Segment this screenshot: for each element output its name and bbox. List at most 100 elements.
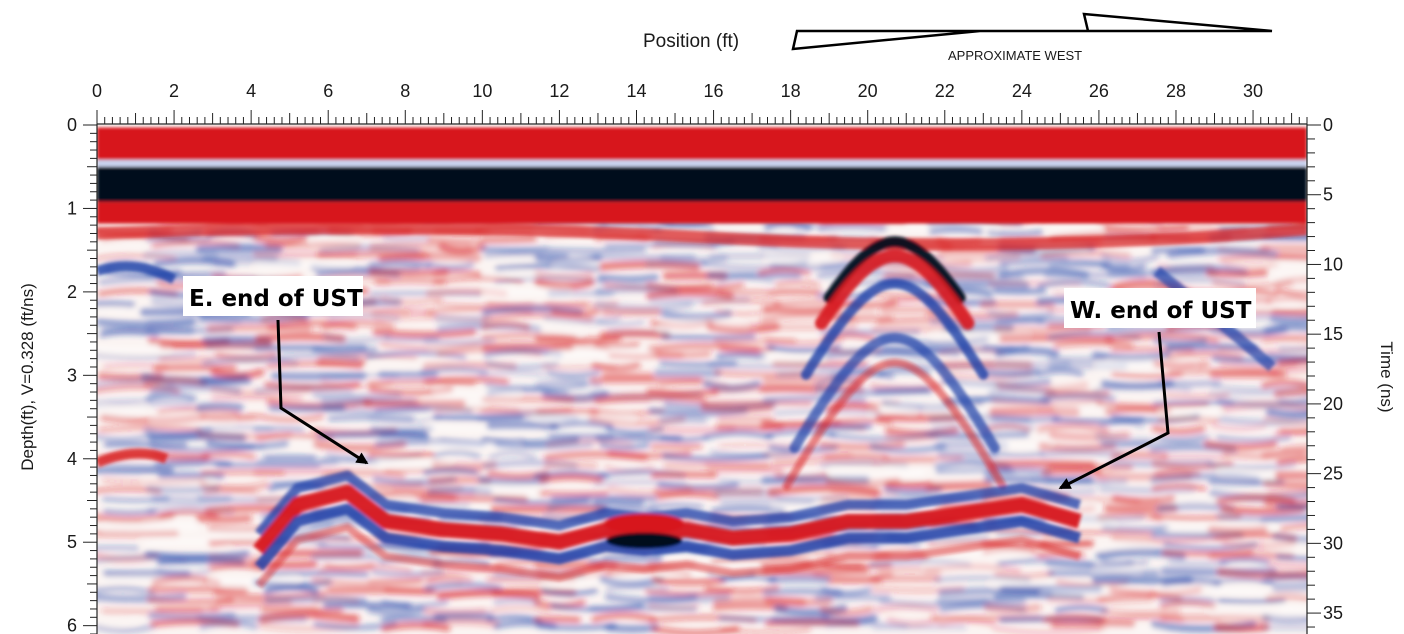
background-reflection (830, 489, 900, 495)
time-tick-label: 30 (1323, 533, 1343, 553)
background-reflection (651, 350, 712, 359)
position-tick-label: 14 (626, 81, 646, 101)
background-reflection (1048, 227, 1103, 234)
background-reflection (651, 240, 715, 250)
time-axis-title: Time (ns) (1377, 341, 1396, 412)
background-reflection (156, 557, 246, 566)
background-reflection (599, 329, 671, 340)
background-reflection (717, 275, 775, 285)
background-reflection (97, 405, 148, 416)
background-reflection (1272, 532, 1307, 544)
background-reflection (419, 365, 489, 376)
background-reflection (319, 457, 379, 464)
background-reflection (1275, 554, 1307, 562)
background-reflection (1271, 308, 1307, 317)
background-reflection (989, 451, 1045, 457)
depth-tick-label: 6 (67, 616, 77, 634)
edge-reflection (97, 261, 177, 284)
background-reflection (97, 545, 140, 551)
radargram-image (97, 125, 1307, 634)
background-reflection (97, 529, 180, 538)
background-reflection (1159, 379, 1222, 388)
position-tick-label: 12 (549, 81, 569, 101)
time-tick-label: 5 (1323, 185, 1333, 205)
background-reflection (1149, 472, 1261, 484)
background-reflection (493, 496, 591, 506)
background-reflection (995, 531, 1043, 537)
time-tick-label: 20 (1323, 394, 1343, 414)
ust-multiple (255, 523, 1081, 589)
background-reflection (990, 414, 1061, 423)
background-reflection (534, 615, 582, 624)
background-reflection (647, 593, 731, 603)
background-reflection (1261, 378, 1307, 389)
position-tick-label: 10 (472, 81, 492, 101)
background-reflection (1263, 323, 1307, 335)
west-direction-arrow-icon (791, 12, 1273, 51)
background-reflection (941, 383, 996, 393)
background-reflection (594, 392, 706, 405)
background-reflection (483, 251, 569, 259)
ust-bright-spot-core (606, 532, 683, 549)
background-reflection (552, 259, 598, 268)
background-reflection (719, 498, 815, 505)
background-reflection (477, 475, 550, 487)
background-reflection (320, 318, 396, 331)
position-axis-ticks: 0 2 4 6 8 10 12 14 16 18 20 22 24 26 28 30 (92, 81, 1308, 124)
background-reflection (1100, 441, 1151, 447)
background-reflection (657, 482, 740, 490)
background-reflection (486, 421, 559, 430)
background-reflection (762, 395, 867, 404)
background-reflection (1213, 623, 1270, 633)
background-reflection (367, 416, 442, 425)
background-reflection (591, 611, 656, 623)
surface-transition-band (97, 160, 1307, 167)
shallow-reflection (97, 222, 1307, 251)
background-reflection (158, 509, 219, 520)
background-reflection (925, 483, 997, 492)
surface-reflection-band (97, 127, 1307, 161)
background-reflection (537, 491, 609, 497)
east-ust-end-label: E. end of UST (189, 286, 363, 312)
background-reflection (651, 576, 726, 586)
direct-wave-band (97, 166, 1307, 202)
background-reflection (422, 467, 479, 476)
background-reflection (1161, 496, 1224, 504)
depth-axis-title: Depth(ft), V=0.328 (ft/ns) (18, 283, 37, 471)
background-reflection (1265, 408, 1307, 419)
position-tick-label: 26 (1089, 81, 1109, 101)
time-tick-label: 25 (1323, 464, 1343, 484)
background-reflection (928, 226, 984, 235)
background-reflection (937, 264, 1009, 275)
background-reflection (820, 495, 882, 502)
background-reflection (155, 567, 212, 578)
background-reflection (1267, 561, 1307, 569)
background-reflection (534, 335, 622, 344)
background-reflection (481, 311, 594, 322)
background-reflection (260, 606, 344, 614)
background-reflection (477, 370, 546, 377)
background-reflection (1037, 367, 1084, 377)
background-reflection (660, 309, 733, 322)
background-reflection (426, 573, 473, 584)
background-reflection (647, 603, 700, 611)
background-reflection (718, 442, 796, 449)
background-reflection (423, 608, 488, 616)
background-reflection (424, 581, 503, 592)
background-reflection (1158, 415, 1220, 424)
background-reflection (767, 574, 831, 584)
background-reflection (1091, 351, 1171, 362)
background-reflection (718, 345, 775, 355)
time-tick-label: 0 (1323, 115, 1333, 135)
background-reflection (1098, 485, 1196, 495)
background-reflection (546, 501, 610, 512)
background-reflection (1207, 526, 1269, 536)
position-tick-label: 18 (781, 81, 801, 101)
background-reflection (367, 606, 426, 617)
background-reflection (1036, 421, 1110, 435)
background-reflection (1203, 440, 1278, 451)
background-reflection (369, 241, 473, 251)
background-reflection (1050, 620, 1136, 628)
background-reflection (1040, 248, 1132, 259)
background-reflection (378, 252, 482, 263)
